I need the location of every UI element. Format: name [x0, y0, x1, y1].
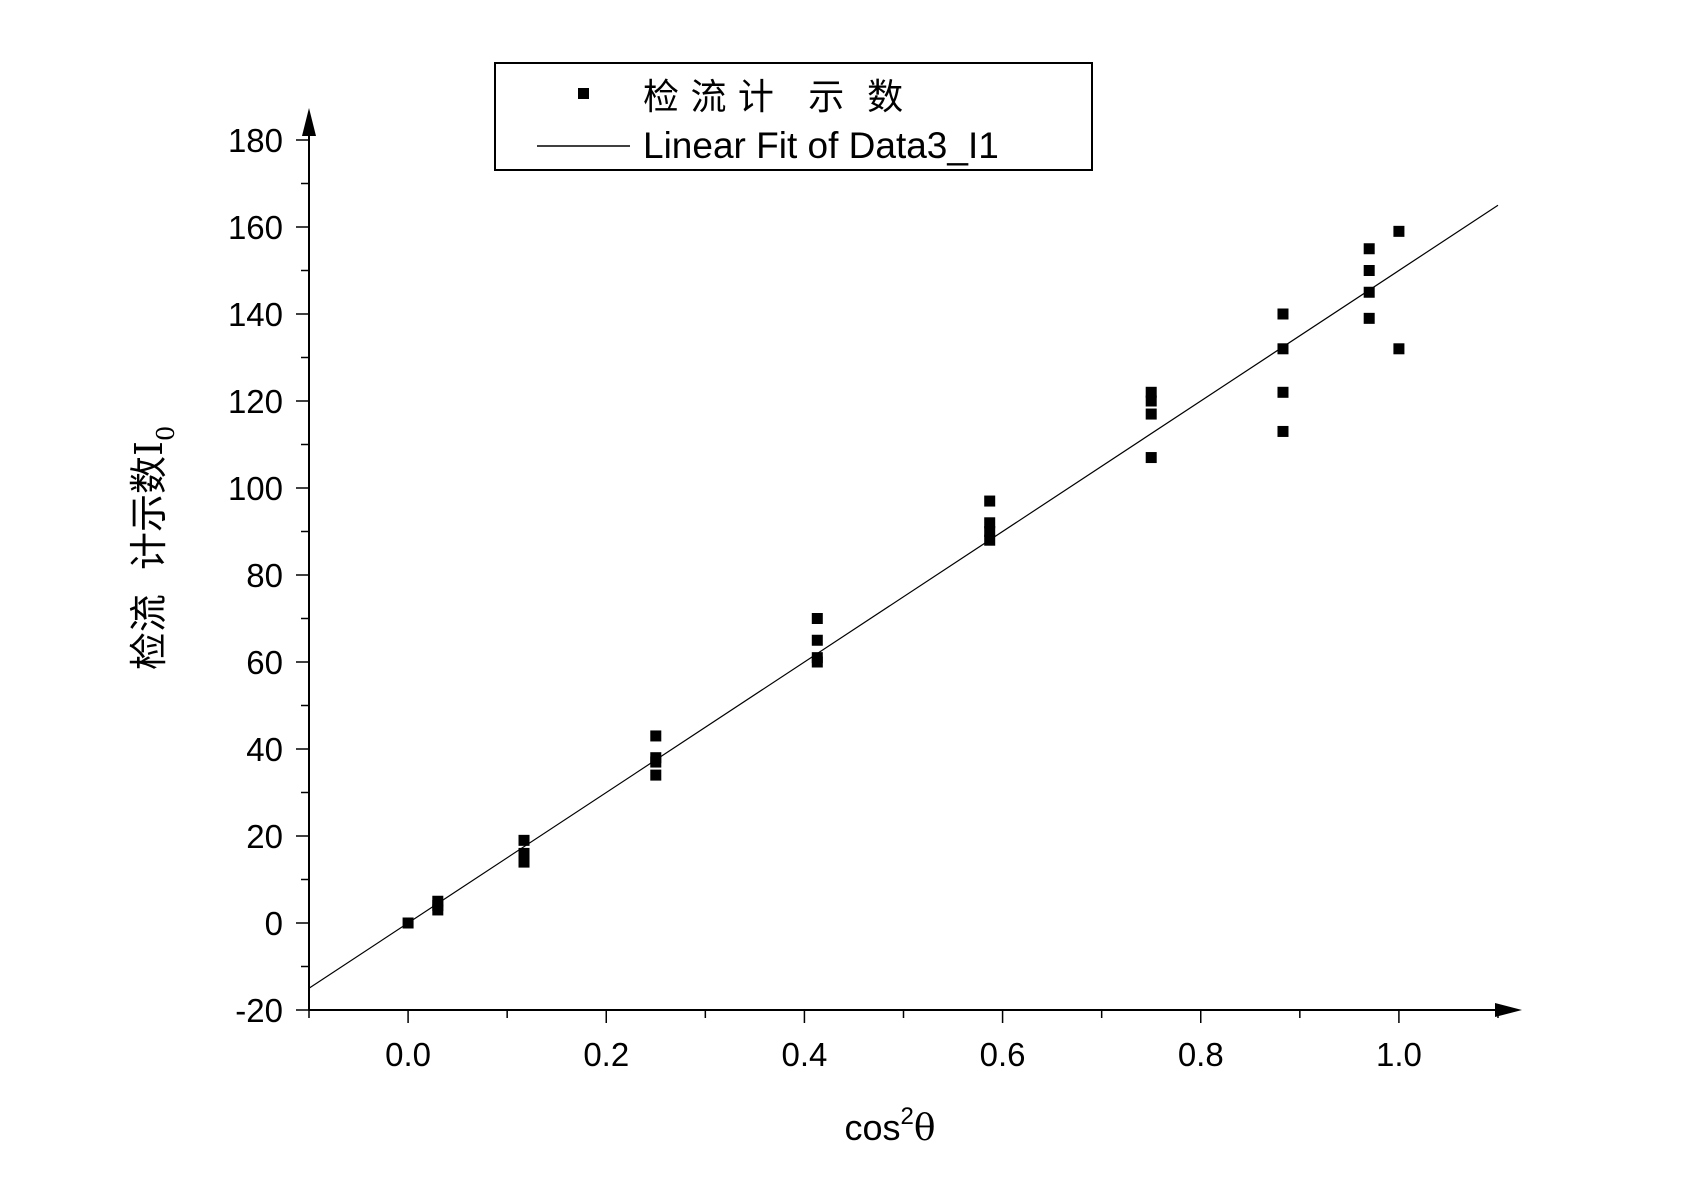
data-point	[518, 847, 530, 859]
y-axis-title-main: 检流 计示数I	[127, 441, 171, 670]
x-axis-title: cos2θ	[844, 1103, 935, 1149]
data-point	[1145, 408, 1157, 420]
x-axis-title-sup: 2	[900, 1103, 913, 1130]
y-tick-label: 60	[246, 644, 283, 681]
data-point	[1277, 343, 1289, 355]
y-tick-label: 80	[246, 557, 283, 594]
x-tick-label: 0.8	[1178, 1036, 1224, 1073]
axes	[302, 108, 1522, 1017]
data-point	[1363, 312, 1375, 324]
x-tick-label: 1.0	[1376, 1036, 1422, 1073]
legend-box	[494, 62, 1093, 171]
y-tick-label: 180	[228, 122, 283, 159]
data-point	[1145, 386, 1157, 398]
y-tick-label: 120	[228, 383, 283, 420]
data-point	[984, 517, 996, 529]
data-point	[811, 613, 823, 624]
plot-series	[308, 204, 1499, 989]
y-tick-label: 40	[246, 731, 283, 768]
data-point	[1363, 265, 1375, 276]
y-tick-label: 140	[228, 296, 283, 333]
y-ticks: -20 0 20 40 60 80 100 120 140 160 180	[228, 122, 309, 1029]
data-point	[984, 526, 996, 537]
data-point	[984, 495, 996, 507]
data-point	[1277, 308, 1289, 320]
y-tick-label: 20	[246, 818, 283, 855]
x-axis-title-base: cos	[844, 1107, 900, 1148]
data-point	[1393, 225, 1405, 237]
data-point	[1363, 243, 1375, 255]
y-tick-label: 0	[265, 905, 283, 942]
legend-label-data: 检 流 计 示 数	[643, 77, 903, 118]
y-tick-label: 160	[228, 209, 283, 246]
data-point	[650, 752, 662, 764]
data-point	[432, 895, 444, 907]
data-point	[1393, 343, 1405, 355]
data-point	[650, 769, 662, 781]
data-point	[1145, 395, 1157, 407]
x-axis-title-after: θ	[914, 1108, 936, 1149]
legend: 检 流 计 示 数 Linear Fit of Data3_I1	[494, 62, 1093, 171]
fit-line	[308, 204, 1499, 989]
data-point	[1145, 452, 1157, 464]
data-point	[1277, 425, 1289, 437]
data-point	[650, 730, 662, 742]
y-tick-label: -20	[235, 992, 283, 1029]
data-point	[518, 856, 530, 868]
legend-label-fit: Linear Fit of Data3_I1	[643, 125, 999, 166]
data-point	[518, 834, 530, 846]
x-axis-arrow	[1495, 1003, 1522, 1017]
y-axis-arrow	[302, 108, 316, 136]
x-tick-label: 0.0	[385, 1036, 431, 1073]
x-ticks: 0.0 0.2 0.4 0.6 0.8 1.0	[308, 1010, 1499, 1073]
x-tick-label: 0.2	[583, 1036, 629, 1073]
data-point	[1363, 286, 1375, 298]
x-tick-label: 0.4	[781, 1036, 827, 1073]
data-point	[811, 652, 823, 664]
legend-symbol-square	[578, 88, 589, 99]
data-point	[811, 634, 823, 646]
data-point	[1277, 386, 1289, 398]
y-tick-label: 100	[228, 470, 283, 507]
x-tick-label: 0.6	[980, 1036, 1026, 1073]
y-axis-title: 检流 计示数I0	[127, 389, 183, 730]
y-axis-title-sub: 0	[152, 426, 180, 441]
